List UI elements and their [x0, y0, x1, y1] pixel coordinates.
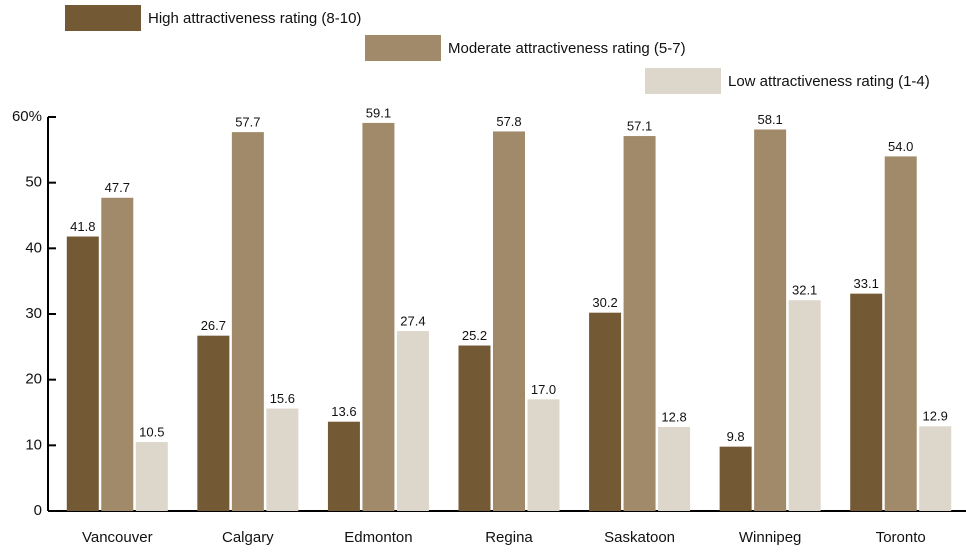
value-label: 27.4	[400, 314, 425, 329]
value-label: 33.1	[854, 276, 879, 291]
legend-swatch	[365, 35, 441, 61]
x-tick-label: Vancouver	[82, 529, 153, 546]
value-label: 57.1	[627, 118, 652, 133]
bar	[458, 345, 491, 511]
bar	[788, 300, 821, 511]
bar	[266, 408, 299, 511]
bar	[919, 426, 952, 511]
bar	[135, 442, 168, 511]
value-label: 32.1	[792, 283, 817, 298]
value-label: 15.6	[270, 391, 295, 406]
bar	[101, 197, 134, 511]
bar	[658, 426, 691, 511]
value-label: 13.6	[331, 404, 356, 419]
bar	[231, 132, 264, 511]
value-label: 30.2	[592, 295, 617, 310]
legend-swatch	[65, 5, 141, 31]
bar	[623, 136, 656, 511]
y-tick-label: 60%	[12, 108, 42, 125]
bar	[527, 399, 560, 511]
x-tick-label: Regina	[485, 529, 533, 546]
x-tick-label: Toronto	[876, 529, 926, 546]
bar	[327, 421, 360, 511]
value-label: 10.5	[139, 424, 164, 439]
bar	[589, 312, 622, 511]
legend-label: High attractiveness rating (8-10)	[148, 10, 361, 27]
bar	[493, 131, 525, 512]
y-tick-label: 40	[25, 239, 42, 256]
x-tick-label: Calgary	[222, 529, 274, 546]
legend-swatch	[645, 68, 721, 94]
value-label: 47.7	[105, 180, 130, 195]
value-label: 25.2	[462, 328, 487, 343]
bar	[362, 122, 395, 511]
y-tick-label: 0	[34, 502, 42, 519]
y-tick-label: 50	[25, 174, 42, 191]
value-label: 57.7	[235, 115, 260, 130]
value-label: 12.8	[661, 409, 686, 424]
bar	[754, 129, 787, 511]
x-tick-label: Winnipeg	[739, 529, 802, 546]
y-tick-label: 10	[25, 436, 42, 453]
value-label: 9.8	[727, 429, 745, 444]
value-label: 41.8	[70, 219, 95, 234]
value-label: 17.0	[531, 382, 556, 397]
value-label: 59.1	[366, 105, 391, 120]
value-label: 57.8	[496, 114, 521, 129]
x-tick-label: Edmonton	[344, 529, 412, 546]
bar	[850, 293, 883, 511]
bar	[66, 236, 99, 511]
value-label: 54.0	[888, 139, 913, 154]
legend-label: Low attractiveness rating (1-4)	[728, 73, 930, 90]
y-tick-label: 30	[25, 305, 42, 322]
value-label: 58.1	[757, 112, 782, 127]
bar	[396, 331, 429, 511]
value-label: 12.9	[923, 409, 948, 424]
bar	[884, 156, 917, 511]
x-tick-label: Saskatoon	[604, 529, 675, 546]
bar	[719, 446, 752, 511]
value-label: 26.7	[201, 318, 226, 333]
bar	[197, 335, 230, 511]
legend-label: Moderate attractiveness rating (5-7)	[448, 40, 686, 57]
y-tick-label: 20	[25, 371, 42, 388]
